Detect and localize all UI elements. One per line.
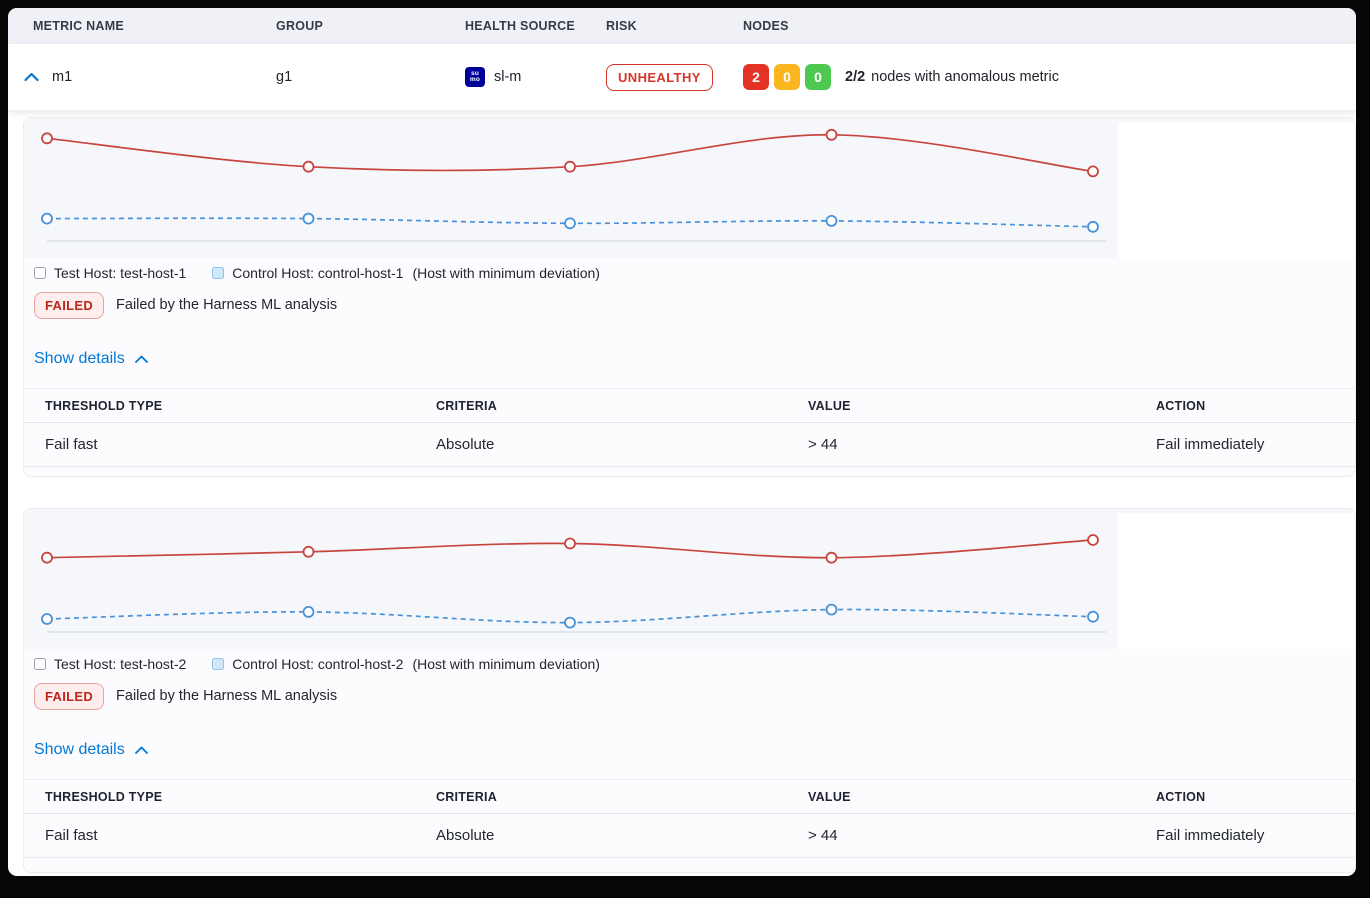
column-header-group: GROUP [276, 19, 324, 33]
show-details-toggle-1[interactable]: Show details [34, 349, 148, 369]
risk-status-badge: UNHEALTHY [606, 63, 713, 91]
legend-item-control-host[interactable]: Control Host: control-host-1 [212, 265, 403, 281]
nodes-caption: nodes with anomalous metric [871, 69, 1059, 85]
column-header-metric-name: METRIC NAME [33, 19, 124, 33]
group-value: g1 [276, 69, 293, 85]
column-header-health-source: HEALTH SOURCE [465, 19, 575, 33]
control-host-checkbox[interactable] [212, 658, 225, 670]
action-value: Fail immediately [1156, 436, 1265, 453]
criteria-value: Absolute [436, 436, 495, 453]
col-action: ACTION [1156, 398, 1206, 413]
metric-analysis-window: METRIC NAME GROUP HEALTH SOURCE RISK NOD… [8, 8, 1356, 876]
chevron-up-icon [134, 746, 148, 754]
health-source-value: sl-m [494, 69, 522, 85]
control-host-label[interactable]: Control Host: control-host-2 [232, 656, 404, 672]
value-value: > 44 [808, 827, 838, 844]
host-analysis-panel-2: Test Host: test-host-2 Control Host: con… [23, 508, 1356, 873]
table-header-band: METRIC NAME GROUP HEALTH SOURCE RISK NOD… [8, 8, 1356, 44]
col-action: ACTION [1156, 789, 1206, 804]
healthy-nodes-badge: 0 [805, 64, 831, 90]
column-header-risk: RISK [606, 19, 637, 33]
failed-nodes-badge: 2 [743, 64, 769, 90]
column-header-nodes: NODES [743, 19, 789, 33]
show-details-toggle-2[interactable]: Show details [34, 740, 148, 760]
legend-item-test-host[interactable]: Test Host: test-host-2 [34, 656, 186, 672]
legend-item-control-host[interactable]: Control Host: control-host-2 [212, 656, 403, 672]
line-chart-2 [41, 534, 1106, 633]
table-row: Fail fast Absolute > 44 Fail immediately [24, 423, 1355, 467]
nodes-ratio: 2/2 [845, 69, 866, 85]
chart-side-panel-2 [1118, 513, 1355, 649]
col-value: VALUE [808, 398, 851, 413]
chart-legend-2: Test Host: test-host-2 Control Host: con… [34, 655, 1355, 673]
action-value: Fail immediately [1156, 827, 1265, 844]
metric-summary-row[interactable]: m1 g1 su mo sl-m UNHEALTHY 2 0 0 2/2 nod… [8, 44, 1356, 110]
chart-side-panel-1 [1118, 122, 1355, 258]
analysis-status-row-1: FAILED Failed by the Harness ML analysis [34, 291, 1355, 319]
col-value: VALUE [808, 789, 851, 804]
test-host-checkbox[interactable] [34, 267, 46, 279]
minimum-deviation-note: (Host with minimum deviation) [412, 265, 600, 281]
legend-item-test-host[interactable]: Test Host: test-host-1 [34, 265, 186, 281]
analysis-status-message: Failed by the Harness ML analysis [116, 688, 338, 704]
host-analysis-panel-1: Test Host: test-host-1 Control Host: con… [23, 117, 1356, 477]
control-host-checkbox[interactable] [212, 267, 225, 279]
test-host-label[interactable]: Test Host: test-host-1 [54, 265, 187, 281]
chevron-up-icon [134, 355, 148, 363]
chevron-up-icon [23, 72, 39, 82]
test-host-checkbox[interactable] [34, 658, 46, 670]
col-criteria: CRITERIA [436, 789, 498, 804]
chart-legend-1: Test Host: test-host-1 Control Host: con… [34, 264, 1355, 282]
threshold-type-value: Fail fast [45, 436, 98, 453]
line-chart-1 [41, 128, 1106, 242]
control-host-label[interactable]: Control Host: control-host-1 [232, 265, 404, 281]
timeseries-chart-1 [24, 118, 1355, 258]
criteria-value: Absolute [436, 827, 495, 844]
metric-name-value: m1 [52, 69, 73, 85]
threshold-table-header: THRESHOLD TYPE CRITERIA VALUE ACTION [24, 388, 1355, 423]
collapse-row-button[interactable] [23, 69, 39, 85]
failed-status-badge: FAILED [34, 291, 105, 319]
failed-status-badge: FAILED [34, 682, 105, 710]
sumologic-icon: su mo [465, 67, 485, 87]
col-criteria: CRITERIA [436, 398, 498, 413]
threshold-table-header: THRESHOLD TYPE CRITERIA VALUE ACTION [24, 779, 1355, 814]
table-row: Fail fast Absolute > 44 Fail immediately [24, 814, 1355, 858]
sumologic-icon-text: su [471, 69, 479, 77]
test-host-label[interactable]: Test Host: test-host-2 [54, 656, 187, 672]
value-value: > 44 [808, 436, 838, 453]
analysis-status-message: Failed by the Harness ML analysis [116, 297, 338, 313]
timeseries-chart-2 [24, 509, 1355, 649]
warning-nodes-badge: 0 [774, 64, 800, 90]
col-threshold-type: THRESHOLD TYPE [45, 789, 163, 804]
sumologic-icon-text: mo [469, 76, 481, 83]
threshold-type-value: Fail fast [45, 827, 98, 844]
minimum-deviation-note: (Host with minimum deviation) [412, 656, 600, 672]
col-threshold-type: THRESHOLD TYPE [45, 398, 163, 413]
show-details-label[interactable]: Show details [34, 741, 125, 758]
show-details-label[interactable]: Show details [34, 350, 125, 367]
threshold-table-2: THRESHOLD TYPE CRITERIA VALUE ACTION Fai… [24, 779, 1355, 858]
threshold-table-1: THRESHOLD TYPE CRITERIA VALUE ACTION Fai… [24, 388, 1355, 467]
analysis-status-row-2: FAILED Failed by the Harness ML analysis [34, 682, 1355, 710]
